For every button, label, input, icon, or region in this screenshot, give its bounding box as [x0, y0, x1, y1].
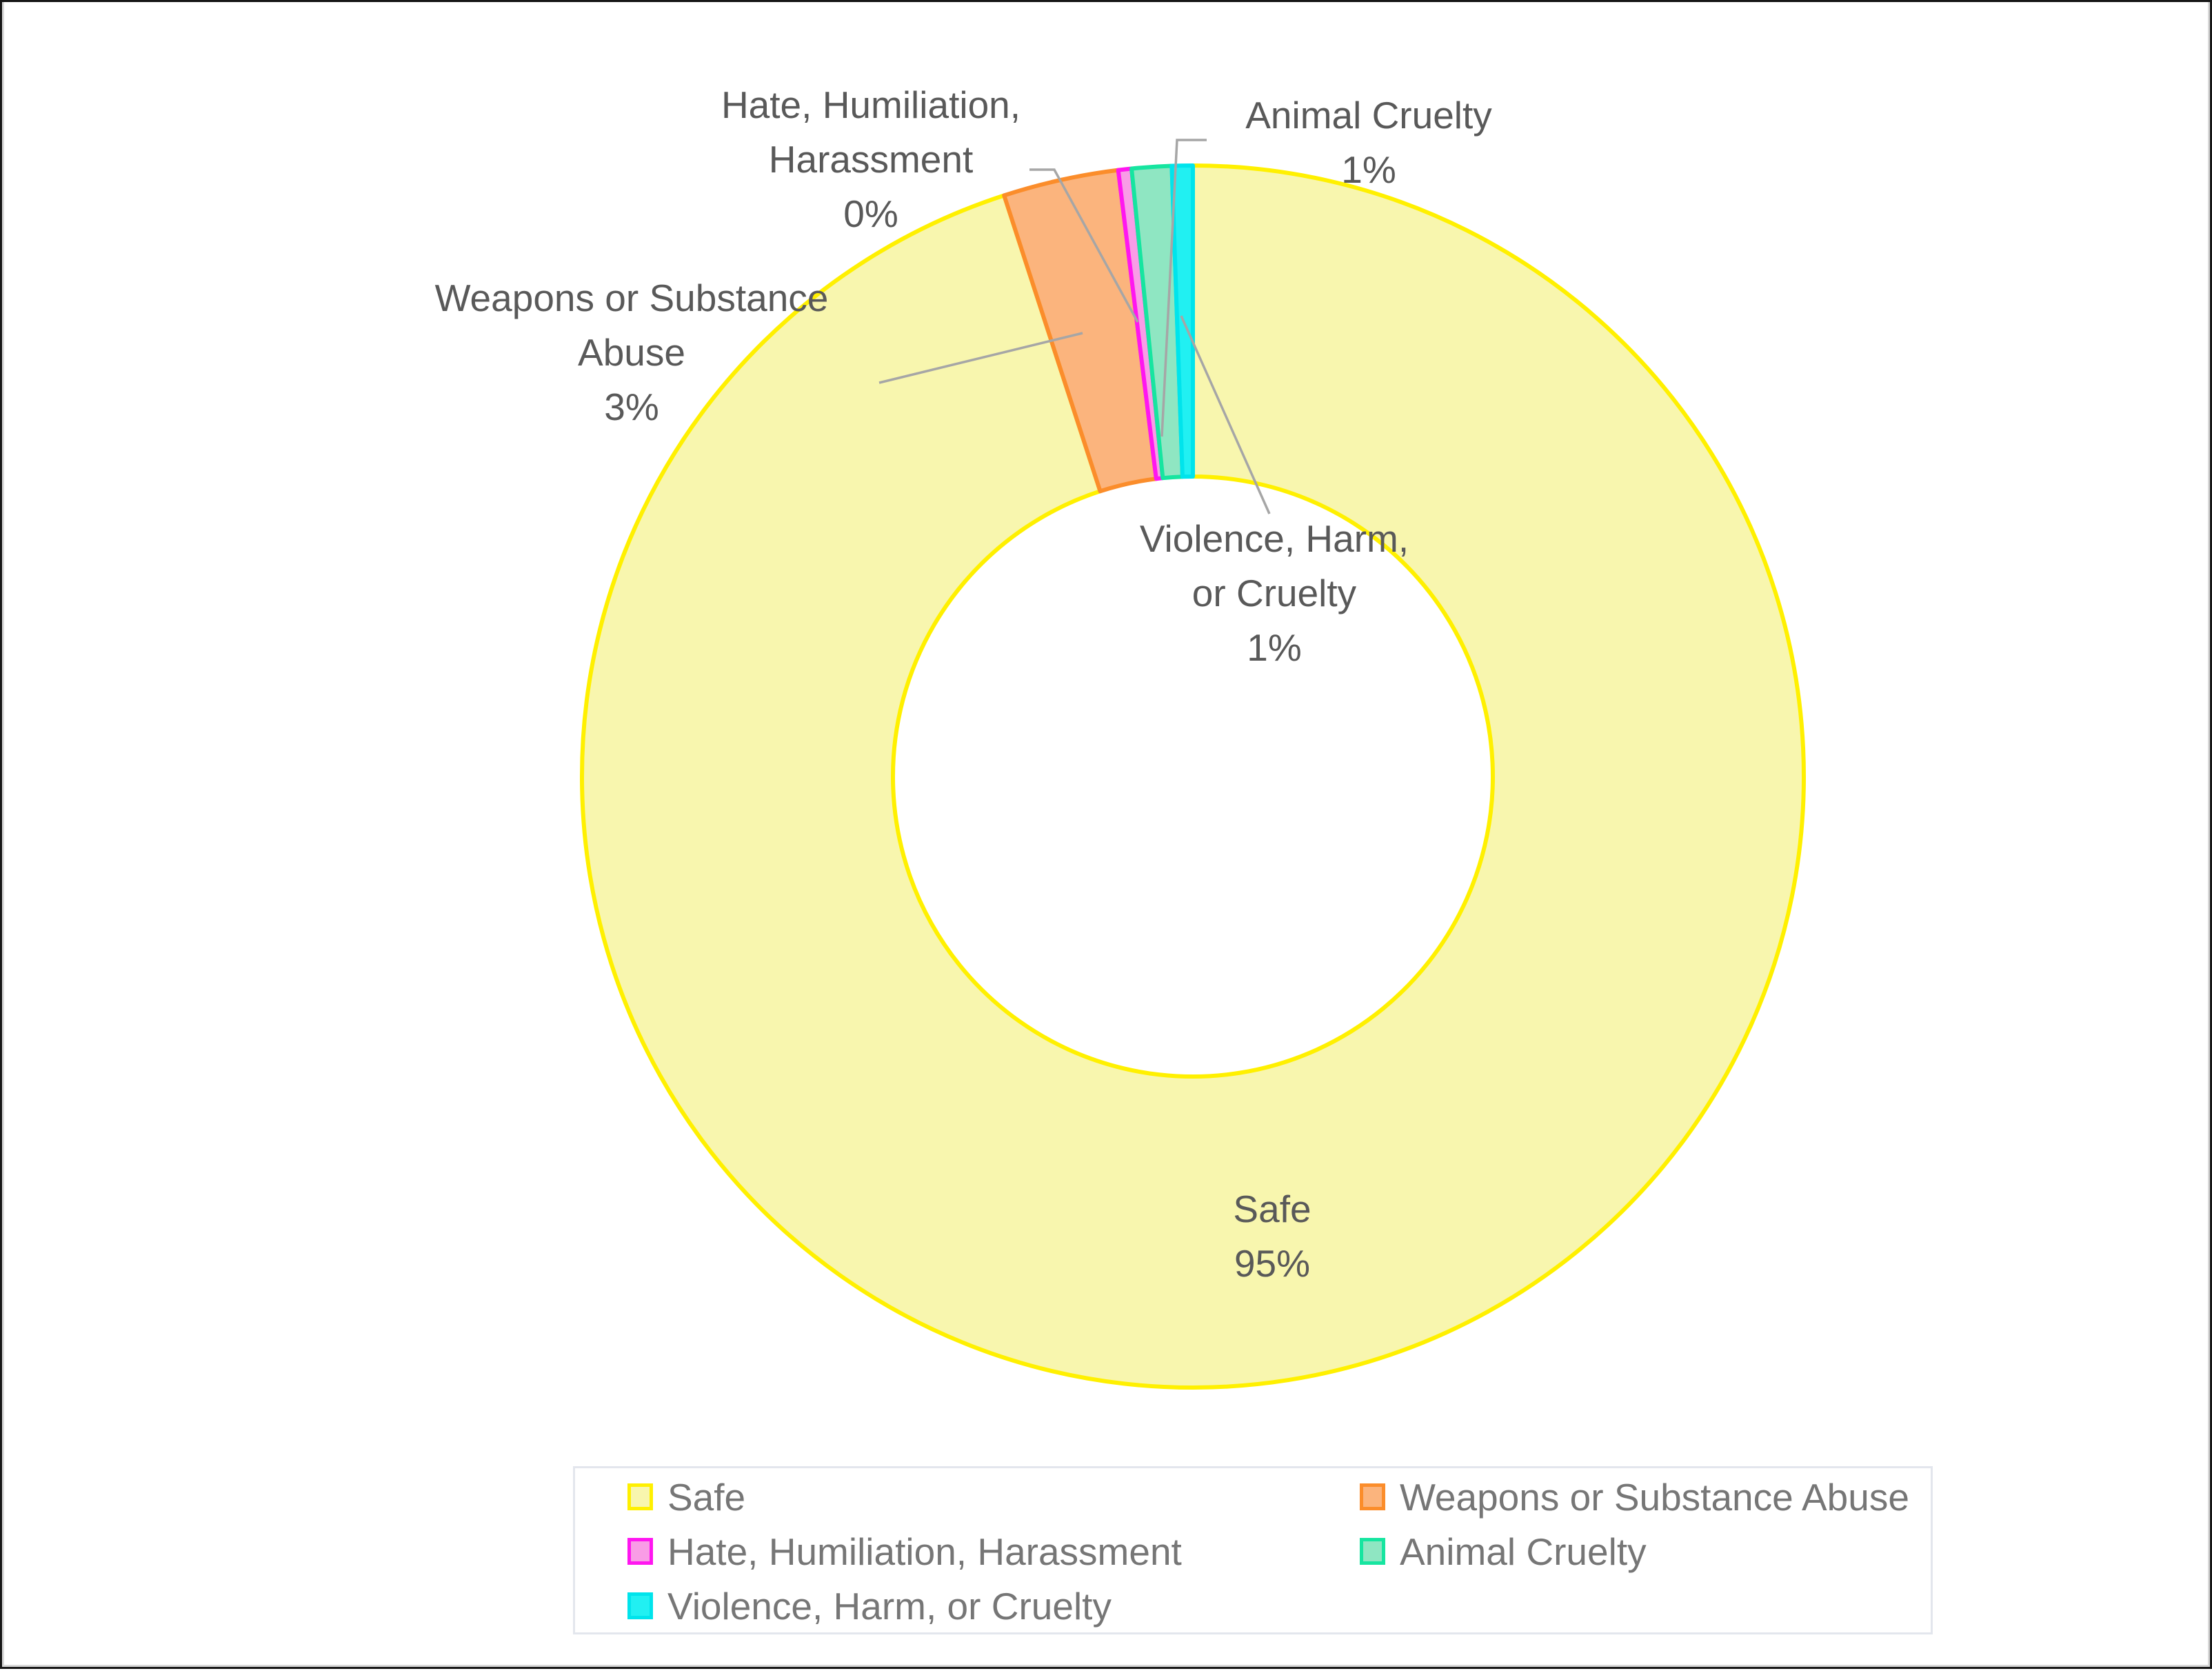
leader-line	[878, 332, 1083, 384]
legend-swatch-hate-humiliation-harassment	[627, 1538, 653, 1565]
data-label-violence-harm-cruelty: Violence, Harm, or Cruelty 1%	[1139, 517, 1409, 669]
legend-label-weapons-substance-abuse: Weapons or Substance Abuse	[1400, 1475, 1909, 1519]
legend-swatch-safe	[627, 1483, 653, 1510]
legend-item-hate-humiliation-harassment[interactable]: Hate, Humiliation, Harassment	[627, 1530, 1360, 1574]
data-label-safe: Safe 95%	[1233, 1188, 1311, 1285]
leader-line	[1160, 139, 1207, 437]
legend-label-hate-humiliation-harassment: Hate, Humiliation, Harassment	[667, 1530, 1182, 1573]
legend-swatch-weapons-substance-abuse	[1360, 1483, 1385, 1510]
legend-label-violence-harm-cruelty: Violence, Harm, or Cruelty	[667, 1584, 1112, 1628]
legend-item-animal-cruelty[interactable]: Animal Cruelty	[1360, 1530, 1931, 1574]
data-label-hate-humiliation-harassment: Hate, Humiliation, Harassment 0%	[721, 83, 1021, 235]
legend-item-safe[interactable]: Safe	[627, 1475, 1360, 1519]
chart-legend: Safe Weapons or Substance Abuse Hate, Hu…	[573, 1466, 1933, 1634]
legend-item-weapons-substance-abuse[interactable]: Weapons or Substance Abuse	[1360, 1475, 1931, 1519]
leader-line	[1180, 315, 1271, 514]
data-label-animal-cruelty: Animal Cruelty 1%	[1245, 94, 1492, 191]
slice-safe[interactable]	[580, 163, 1806, 1390]
legend-swatch-animal-cruelty	[1360, 1538, 1385, 1565]
legend-label-animal-cruelty: Animal Cruelty	[1400, 1530, 1647, 1573]
data-label-weapons-substance-abuse: Weapons or Substance Abuse 3%	[434, 277, 829, 428]
leader-line	[1029, 168, 1139, 323]
legend-item-violence-harm-cruelty[interactable]: Violence, Harm, or Cruelty	[627, 1584, 1360, 1628]
legend-swatch-violence-harm-cruelty	[627, 1592, 653, 1619]
legend-label-safe: Safe	[667, 1475, 746, 1519]
